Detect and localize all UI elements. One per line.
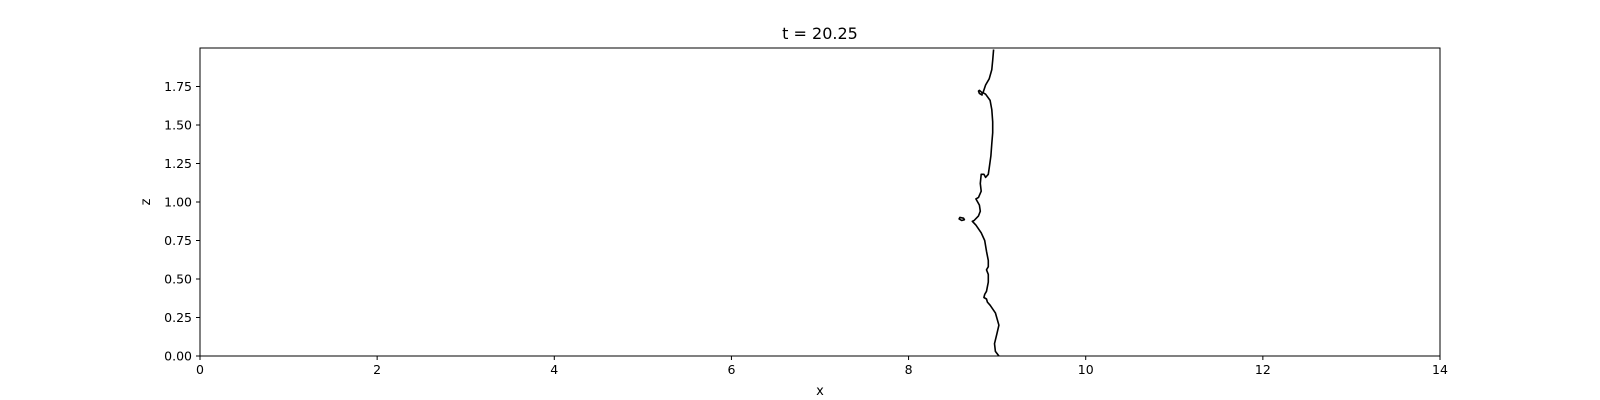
y-tick-label: 0.00 xyxy=(164,349,192,364)
x-tick-label: 2 xyxy=(373,362,381,377)
y-tick-label: 1.75 xyxy=(164,79,192,94)
x-tick-label: 0 xyxy=(196,362,204,377)
x-tick-label: 12 xyxy=(1255,362,1271,377)
plot-background xyxy=(200,48,1440,356)
x-tick-label: 14 xyxy=(1432,362,1448,377)
y-tick-label: 0.75 xyxy=(164,233,192,248)
x-axis: 0 2 4 6 8 10 12 14 xyxy=(196,356,1448,377)
interface-contour-line xyxy=(971,49,1000,357)
y-axis: 0.00 0.25 0.50 0.75 1.00 1.25 1.50 1.75 xyxy=(164,79,200,364)
x-tick-label: 10 xyxy=(1078,362,1094,377)
y-tick-label: 0.50 xyxy=(164,272,192,287)
x-tick-label: 8 xyxy=(905,362,913,377)
curve-group xyxy=(958,49,1000,357)
y-tick-label: 1.25 xyxy=(164,156,192,171)
chart-title: t = 20.25 xyxy=(782,24,858,43)
y-tick-label: 1.00 xyxy=(164,195,192,210)
detached-droplet-contour xyxy=(958,216,966,222)
x-axis-label: x xyxy=(816,384,824,399)
detached-droplet-contour xyxy=(977,89,983,96)
y-tick-label: 1.50 xyxy=(164,118,192,133)
y-axis-label: z xyxy=(139,198,154,205)
y-tick-label: 0.25 xyxy=(164,310,192,325)
x-tick-label: 6 xyxy=(727,362,735,377)
x-tick-label: 4 xyxy=(550,362,558,377)
